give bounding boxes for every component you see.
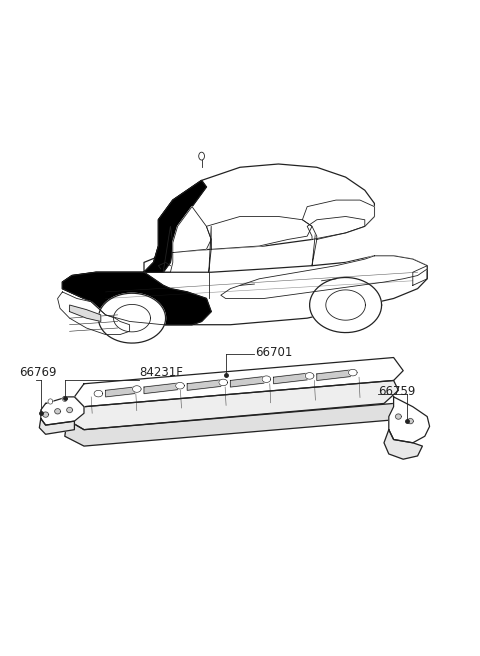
Polygon shape (39, 419, 74, 434)
Polygon shape (389, 397, 430, 443)
Polygon shape (274, 373, 307, 384)
Polygon shape (396, 414, 401, 419)
Polygon shape (384, 430, 422, 459)
Polygon shape (58, 292, 130, 335)
Text: 66701: 66701 (255, 346, 292, 359)
Polygon shape (67, 380, 398, 430)
Polygon shape (41, 397, 84, 425)
Text: 66759: 66759 (378, 385, 416, 398)
Polygon shape (302, 200, 374, 239)
Polygon shape (408, 419, 413, 424)
Polygon shape (62, 256, 427, 325)
Polygon shape (219, 379, 228, 386)
Polygon shape (230, 377, 264, 387)
Polygon shape (48, 399, 53, 404)
Polygon shape (74, 358, 403, 407)
Polygon shape (65, 403, 398, 446)
Polygon shape (307, 216, 365, 239)
Polygon shape (176, 382, 184, 389)
Polygon shape (98, 293, 166, 343)
Polygon shape (317, 370, 350, 380)
Polygon shape (206, 216, 312, 249)
Polygon shape (305, 373, 314, 379)
Polygon shape (348, 369, 357, 376)
Polygon shape (94, 390, 103, 397)
Polygon shape (43, 412, 48, 417)
Polygon shape (187, 380, 221, 390)
Polygon shape (144, 164, 374, 272)
Polygon shape (62, 396, 67, 401)
Circle shape (199, 152, 204, 160)
Polygon shape (262, 376, 271, 382)
Text: 66769: 66769 (19, 366, 57, 379)
Polygon shape (310, 277, 382, 333)
Polygon shape (67, 407, 72, 413)
Polygon shape (55, 409, 60, 414)
Polygon shape (62, 272, 211, 325)
Polygon shape (106, 387, 134, 397)
Polygon shape (70, 305, 101, 321)
Polygon shape (132, 386, 141, 392)
Polygon shape (144, 180, 206, 272)
Polygon shape (144, 383, 178, 394)
Polygon shape (221, 256, 427, 298)
Polygon shape (173, 207, 211, 253)
Text: 84231F: 84231F (140, 366, 183, 379)
